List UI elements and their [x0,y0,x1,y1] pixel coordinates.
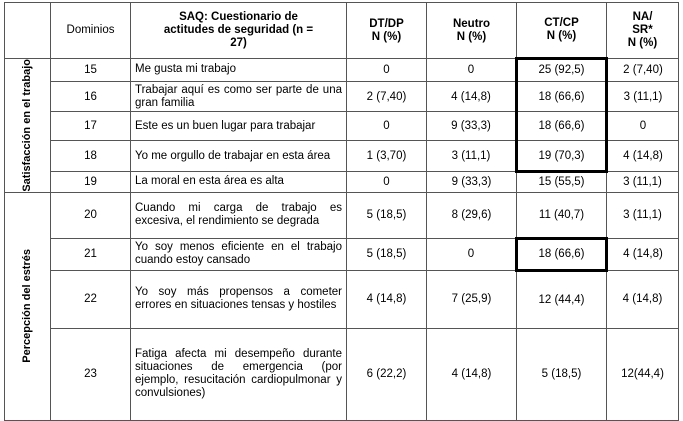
na-cell: 4 (14,8) [606,237,679,271]
item-cell: Cuando mi carga de trabajo es excesiva, … [130,191,347,239]
neutro-cell: 3 (11,1) [426,140,517,172]
neutro-cell: 7 (25,9) [426,269,517,329]
neutro-cell: 9 (33,3) [426,111,517,142]
header-cell: Dominios [50,2,131,59]
dominio-cell: 21 [50,237,131,271]
ct-cell: 18 (66,6) [515,80,608,113]
item-cell: Este es un buen lugar para trabajar [130,111,347,142]
dt-cell: 0 [346,170,427,193]
dt-cell: 1 (3,70) [346,140,427,172]
header-cell: SAQ: Cuestionario de actitudes de segurid… [130,2,347,59]
header-line: Neutro [452,17,491,30]
na-cell: 12(44,4) [606,327,679,421]
header-line: 27) [230,37,247,49]
na-cell: 4 (14,8) [606,140,679,172]
na-cell: 4 (14,8) [606,269,679,329]
item-cell: Yo soy más propensos a cometer errores e… [130,269,347,329]
header-line: N (%) [456,30,487,43]
table-row: 16 Trabajar aquí es como ser parte de una… [5,80,679,113]
ct-cell: 25 (92,5) [515,57,608,82]
table-row: 18 Yo me orgullo de trabajar en esta área… [5,140,679,173]
header-line: actitudes de seguridad (n = [163,24,314,36]
header-line: NA/ [632,11,653,23]
header-line: N (%) [546,30,577,42]
dominio-cell: 20 [50,191,131,239]
dt-cell: 2 (7,40) [346,80,427,113]
neutro-cell: 9 (33,3) [426,170,517,193]
ct-cell: 15 (55,5) [516,170,607,193]
neutro-cell: 0 [426,237,517,271]
item-cell: Fatiga afecta mi desempeño durante situa… [130,327,347,421]
dominio-cell: 17 [50,111,131,142]
dt-cell: 5 (18,5) [346,237,427,271]
table-row: 19 La moral en esta área es alta 0 9 (33,3)… [5,170,679,193]
header-line: SAQ: Cuestionario de [179,11,298,23]
group-cell: Satisfacción en el trabajo [4,58,51,193]
dt-cell: 0 [346,111,427,142]
table-row: 17 Este es un buen lugar para trabajar 0 9 … [5,111,679,142]
group-label: Percepción del estrés [21,249,33,364]
header-line: CT/CP [544,17,579,29]
ct-cell: 12 (44,4) [516,269,607,329]
na-cell: 3 (11,1) [606,191,679,239]
header-cell [4,2,51,59]
ct-cell: 5 (18,5) [516,327,607,421]
header-cell: NA/SR* N (%) [606,2,679,59]
table-row: 21 Yo soy menos eficiente en el trabajo c… [5,236,679,272]
neutro-cell: 4 (14,8) [426,327,517,421]
header-line: SR* [632,24,653,36]
ct-cell: 19 (70,3) [515,140,608,173]
table-row: Percepción del estrés 20 Cuando mi carga d… [4,191,679,421]
table-row: Satisfacción en el trabajo 15 Me gusta mi … [4,57,679,193]
na-cell: 2 (7,40) [606,58,679,82]
na-cell: 3 (11,1) [606,80,679,113]
header-cell: DT/DP N (%) [346,2,427,59]
header-cell: Neutro N (%) [426,2,517,59]
saq-table: Dominios SAQ: Cuestionario de actitudes de… [4,2,679,421]
header-cell: CT/CP N (%) [516,2,607,59]
header-row: Dominios SAQ: Cuestionario de actitudes de… [4,2,679,59]
item-cell: Me gusta mi trabajo [130,58,347,82]
dominio-cell: 19 [50,170,131,193]
dominio-cell: 16 [50,80,131,113]
dt-cell: 5 (18,5) [346,191,427,239]
neutro-cell: 8 (29,6) [426,191,517,239]
dominio-cell: 18 [50,140,131,172]
table-row: 22 Yo soy más propensos a cometer errores… [5,269,679,329]
item-cell: Yo soy menos eficiente en el trabajo cua… [130,237,347,271]
header-line: DT/DP [369,17,404,30]
dt-cell: 4 (14,8) [346,269,427,329]
group-cell: Percepción del estrés [4,191,51,421]
dt-cell: 0 [346,58,427,82]
ct-cell: 18 (66,6) [515,111,608,142]
dominio-cell: 23 [50,327,131,421]
header-line: N (%) [627,37,658,49]
ct-cell: 11 (40,7) [516,191,607,239]
na-cell: 3 (11,1) [606,170,679,193]
item-cell: Yo me orgullo de trabajar en esta área [130,140,347,172]
neutro-cell: 4 (14,8) [426,80,517,113]
dominio-cell: 22 [50,269,131,329]
header-line: N (%) [371,30,402,43]
dt-cell: 6 (22,2) [346,327,427,421]
item-cell: Trabajar aquí es como ser parte de una g… [130,80,347,113]
ct-cell: 18 (66,6) [515,236,608,272]
item-cell: La moral en esta área es alta [130,170,347,193]
dominio-cell: 15 [50,58,131,82]
group-label: Satisfacción en el trabajo [21,59,33,192]
na-cell: 0 [606,111,679,142]
neutro-cell: 0 [426,58,517,82]
table-row: 23 Fatiga afecta mi desempeño durante sit… [5,327,679,421]
